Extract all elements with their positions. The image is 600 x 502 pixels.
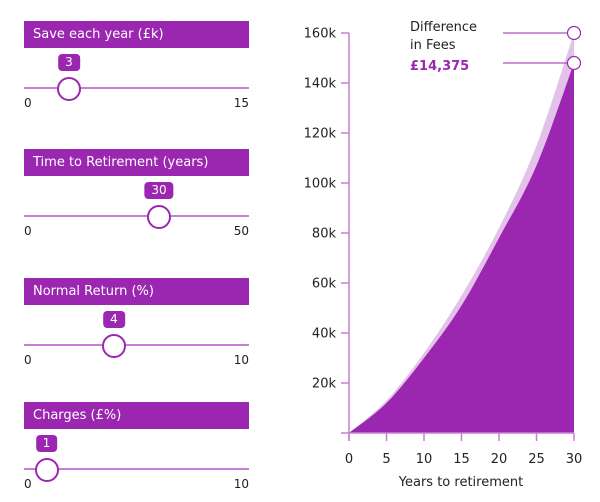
slider-0: Save each year (£k) 3 0 15	[24, 21, 249, 110]
x-tick-label: 15	[453, 452, 470, 467]
endpoint-marker	[566, 55, 582, 71]
slider-track[interactable]	[24, 215, 249, 217]
slider-min-label: 0	[24, 224, 32, 238]
endpoint-marker	[566, 25, 582, 41]
slider-thumb[interactable]	[102, 334, 126, 358]
slider-min-label: 0	[24, 353, 32, 367]
y-tick-label: 20k	[312, 377, 337, 392]
slider-max-label: 50	[233, 224, 249, 238]
slider-min-label: 0	[24, 96, 32, 110]
y-tick-label: 100k	[304, 177, 337, 192]
slider-thumb[interactable]	[147, 205, 171, 229]
area-series-1	[349, 63, 574, 433]
slider-label: Time to Retirement (years)	[24, 149, 249, 176]
slider-label: Charges (£%)	[24, 402, 249, 429]
x-tick-label: 30	[566, 452, 583, 467]
y-tick-label: 140k	[304, 77, 337, 92]
x-tick-label: 5	[382, 452, 390, 467]
y-tick-label: 40k	[312, 327, 337, 342]
x-axis-label: Years to retirement	[398, 475, 523, 490]
x-tick-label: 25	[528, 452, 545, 467]
slider-value-badge: 30	[144, 182, 174, 199]
slider-max-label: 15	[233, 96, 249, 110]
slider-track[interactable]	[24, 87, 249, 89]
slider-2: Normal Return (%) 4 0 10	[24, 278, 249, 367]
y-tick-label: 60k	[312, 277, 337, 292]
annotation-line1: Difference	[410, 20, 477, 35]
slider-1: Time to Retirement (years) 30 0 50	[24, 149, 249, 238]
slider-track[interactable]	[24, 344, 249, 346]
slider-thumb[interactable]	[57, 77, 81, 101]
slider-label: Save each year (£k)	[24, 21, 249, 48]
annotation-line2: in Fees	[410, 38, 456, 53]
slider-max-label: 10	[233, 477, 249, 491]
x-tick-label: 20	[491, 452, 508, 467]
slider-track[interactable]	[24, 468, 249, 470]
annotation-value: £14,375	[410, 59, 469, 74]
slider-min-label: 0	[24, 477, 32, 491]
slider-3: Charges (£%) 1 0 10	[24, 402, 249, 491]
x-tick-label: 10	[416, 452, 433, 467]
y-tick-label: 80k	[312, 227, 337, 242]
y-tick-label: 160k	[304, 27, 337, 42]
y-tick-label: 120k	[304, 127, 337, 142]
slider-value-badge: 3	[58, 54, 80, 71]
slider-value-badge: 4	[103, 311, 125, 328]
slider-value-badge: 1	[35, 435, 58, 452]
slider-label: Normal Return (%)	[24, 278, 249, 305]
x-tick-label: 0	[345, 452, 353, 467]
slider-max-label: 10	[233, 353, 249, 367]
slider-thumb[interactable]	[34, 458, 59, 482]
